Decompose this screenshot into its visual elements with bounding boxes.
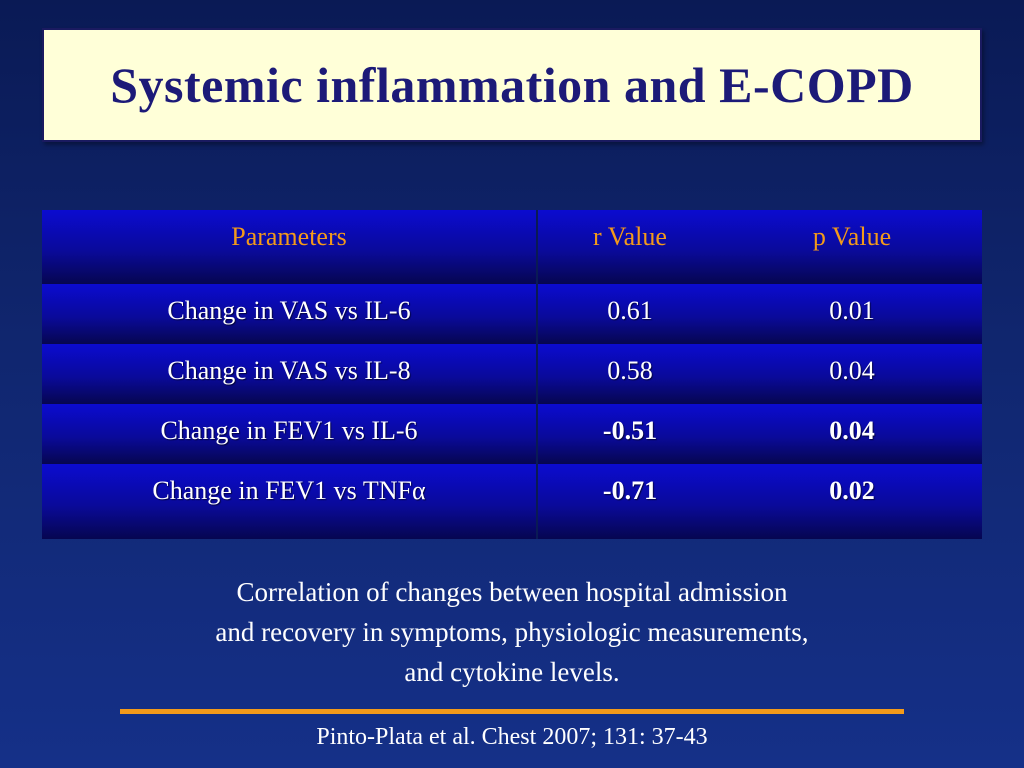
slide-title: Systemic inflammation and E-COPD [110,57,914,113]
caption-line: Correlation of changes between hospital … [236,577,788,607]
caption-line: and cytokine levels. [404,657,620,687]
table-row: Change in VAS vs IL-6 0.61 0.01 [42,284,982,344]
correlation-table: Parameters r Value p Value Change in VAS… [42,210,982,539]
r-value-cell: 0.58 [536,344,722,404]
r-value-cell: -0.71 [536,464,722,539]
r-value-cell: -0.51 [536,404,722,464]
p-value-cell: 0.04 [722,404,982,464]
parameter-cell: Change in VAS vs IL-8 [42,344,536,404]
header-parameters: Parameters [42,210,536,284]
r-value-cell: 0.61 [536,284,722,344]
p-value-cell: 0.02 [722,464,982,539]
divider-rule [120,709,904,714]
citation: Pinto-Plata et al. Chest 2007; 131: 37-4… [316,724,708,750]
table-row: Change in FEV1 vs IL-6 -0.51 0.04 [42,404,982,464]
parameter-cell: Change in FEV1 vs TNFα [42,464,536,539]
p-value-cell: 0.04 [722,344,982,404]
p-value-cell: 0.01 [722,284,982,344]
table-header-row: Parameters r Value p Value [42,210,982,284]
table-row: Change in FEV1 vs TNFα -0.71 0.02 [42,464,982,539]
table-caption: Correlation of changes between hospital … [100,572,924,692]
header-r-value: r Value [536,210,722,284]
parameter-cell: Change in VAS vs IL-6 [42,284,536,344]
parameter-cell: Change in FEV1 vs IL-6 [42,404,536,464]
caption-line: and recovery in symptoms, physiologic me… [215,617,809,647]
title-box: Systemic inflammation and E-COPD [42,28,982,142]
header-p-value: p Value [722,210,982,284]
table-row: Change in VAS vs IL-8 0.58 0.04 [42,344,982,404]
